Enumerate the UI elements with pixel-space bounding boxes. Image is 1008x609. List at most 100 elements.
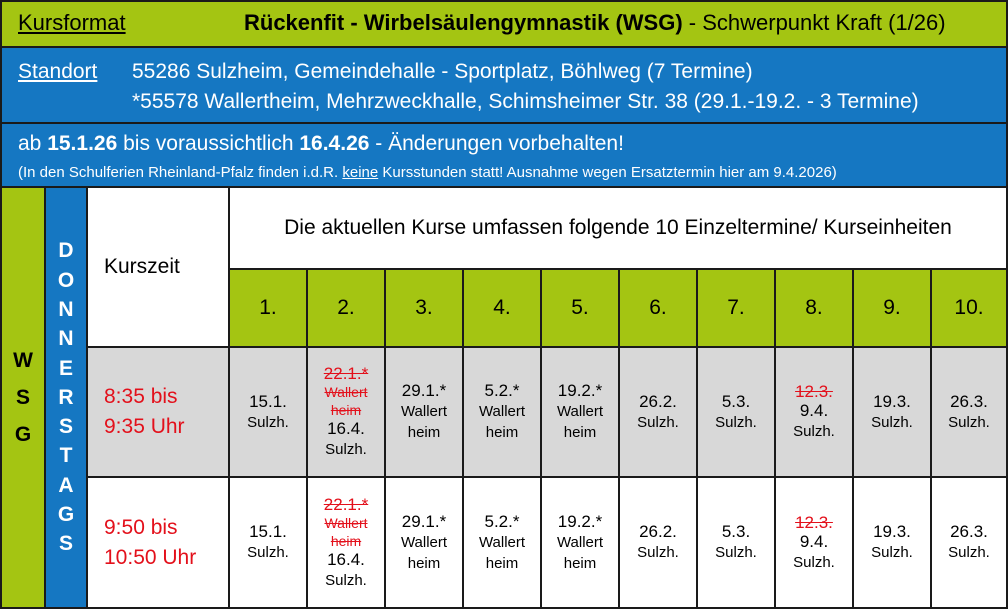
- session-cell: 15.1. Sulzh.: [228, 476, 308, 609]
- course-title-rest: - Schwerpunkt Kraft (1/26): [682, 10, 946, 35]
- session-cell: 5.2.* Wallert heim: [462, 346, 542, 478]
- time-slot-1-end: 9:35 Uhr: [104, 415, 185, 438]
- don-letter: A: [58, 473, 74, 497]
- wsg-letter: W: [13, 349, 33, 372]
- period-middle: bis voraussichtlich: [117, 132, 300, 155]
- session-date: 16.4.: [327, 419, 365, 438]
- cancelled-date: 22.1.*: [323, 494, 369, 514]
- session-cell: 12.3. 9.4. Sulzh.: [774, 346, 854, 478]
- location-line-2: *55578 Wallertheim, Mehrzweckhalle, Schi…: [132, 90, 919, 113]
- don-letter: S: [58, 415, 73, 439]
- session-date: 16.4.: [327, 549, 365, 569]
- session-cell: 12.3. 9.4. Sulzh.: [774, 476, 854, 609]
- session-place: Sulzh.: [325, 441, 367, 458]
- session-date: 5.3.: [721, 522, 751, 541]
- course-title-bold: Rückenfit - Wirbelsäulengymnastik (WSG): [244, 10, 683, 35]
- note-underlined: keine: [342, 164, 379, 181]
- session-place: Sulzh.: [871, 544, 913, 561]
- session-place: Sulzh.: [637, 413, 679, 431]
- session-date: 19.3.: [873, 391, 911, 411]
- time-slot-2: 9:50 bis 10:50 Uhr: [86, 476, 230, 609]
- time-slot-1: 8:35 bis 9:35 Uhr: [86, 346, 230, 478]
- session-place: Sulzh.: [247, 413, 289, 431]
- session-date: 5.2.*: [484, 511, 520, 531]
- don-letter: R: [58, 385, 74, 409]
- session-number: 7.: [696, 268, 776, 348]
- time-slot-1-start: 8:35 bis: [104, 385, 178, 408]
- session-place: Sulzh.: [793, 553, 835, 571]
- session-cell: 26.2. Sulzh.: [618, 476, 698, 609]
- session-number: 6.: [618, 268, 698, 348]
- period-prefix: ab: [18, 132, 48, 155]
- session-place: Sulzh.: [325, 571, 367, 589]
- period-bar: ab 15.1.26 bis voraussichtlich 16.4.26 -…: [0, 122, 1008, 188]
- holiday-note: (In den Schulferien Rheinland-Pfalz find…: [18, 164, 837, 181]
- wsg-letter: S: [15, 386, 30, 409]
- don-letter: D: [58, 239, 74, 263]
- session-cell: 29.1.* Wallert heim: [384, 476, 464, 609]
- cancelled-date: 12.3.: [795, 512, 833, 532]
- session-place: Sulzh.: [637, 544, 679, 561]
- session-date: 26.2.: [639, 522, 677, 541]
- course-format-bar: Kursformat Rückenfit - Wirbelsäulengymna…: [0, 0, 1008, 48]
- course-title: Rückenfit - Wirbelsäulengymnastik (WSG) …: [244, 10, 946, 36]
- session-date: 15.1.: [249, 391, 287, 411]
- session-cell: 22.1.* Wallert heim 16.4. Sulzh.: [306, 346, 386, 478]
- session-date: 29.1.*: [401, 511, 447, 531]
- session-cell: 15.1. Sulzh.: [228, 346, 308, 478]
- session-date: 26.3.: [950, 522, 988, 541]
- session-date: 26.3.: [950, 391, 988, 411]
- session-date: 9.4.: [799, 401, 829, 420]
- session-date: 9.4.: [799, 531, 829, 551]
- session-cell: 26.2. Sulzh.: [618, 346, 698, 478]
- session-number: 3.: [384, 268, 464, 348]
- session-place: Wallert heim: [478, 403, 526, 441]
- session-number: 1.: [228, 268, 308, 348]
- session-cell: 5.2.* Wallert heim: [462, 476, 542, 609]
- session-date: 29.1.*: [401, 381, 447, 400]
- session-number: 4.: [462, 268, 542, 348]
- session-cell: 26.3. Sulzh.: [930, 346, 1008, 478]
- session-date: 19.3.: [873, 522, 911, 541]
- don-letter: O: [57, 268, 75, 292]
- don-letter: G: [57, 503, 75, 527]
- cancelled-place: Wallert heim: [324, 514, 368, 549]
- session-date: 15.1.: [249, 522, 287, 541]
- cancelled-place: Wallert heim: [324, 384, 368, 418]
- wsg-letter: G: [14, 423, 32, 446]
- don-letter: N: [58, 327, 74, 351]
- session-place: Wallert heim: [400, 533, 448, 572]
- cancelled-date: 22.1.*: [323, 364, 369, 383]
- period-suffix: - Änderungen vorbehalten!: [369, 132, 624, 155]
- sessions-header: Die aktuellen Kurse umfassen folgende 10…: [228, 186, 1008, 270]
- session-place: Wallert heim: [556, 533, 604, 572]
- session-cell: 19.2.* Wallert heim: [540, 346, 620, 478]
- session-cell: 29.1.* Wallert heim: [384, 346, 464, 478]
- period-end: 16.4.26: [299, 132, 370, 155]
- don-letter: S: [58, 532, 73, 556]
- session-number: 9.: [852, 268, 932, 348]
- note-after: Kursstunden statt! Ausnahme wegen Ersatz…: [378, 164, 837, 181]
- session-date: 5.2.*: [484, 381, 520, 400]
- don-letter: N: [58, 297, 74, 321]
- session-place: Wallert heim: [478, 533, 526, 572]
- session-cell: 22.1.* Wallert heim 16.4. Sulzh.: [306, 476, 386, 609]
- location-line-1: 55286 Sulzheim, Gemeindehalle - Sportpla…: [132, 60, 753, 83]
- session-place: Sulzh.: [871, 413, 913, 431]
- note-before: (In den Schulferien Rheinland-Pfalz find…: [18, 164, 343, 181]
- session-cell: 19.3. Sulzh.: [852, 476, 932, 609]
- kurszeit-header: Kurszeit: [86, 186, 230, 348]
- session-place: Sulzh.: [247, 544, 289, 561]
- session-cell: 19.3. Sulzh.: [852, 346, 932, 478]
- session-date: 5.3.: [721, 391, 751, 411]
- session-date: 19.2.*: [557, 381, 603, 400]
- cancelled-date: 12.3.: [795, 382, 833, 401]
- session-date: 19.2.*: [557, 511, 603, 531]
- session-cell: 5.3. Sulzh.: [696, 476, 776, 609]
- session-cell: 26.3. Sulzh.: [930, 476, 1008, 609]
- session-cell: 5.3. Sulzh.: [696, 346, 776, 478]
- session-place: Sulzh.: [715, 544, 757, 561]
- don-letter: T: [59, 444, 73, 468]
